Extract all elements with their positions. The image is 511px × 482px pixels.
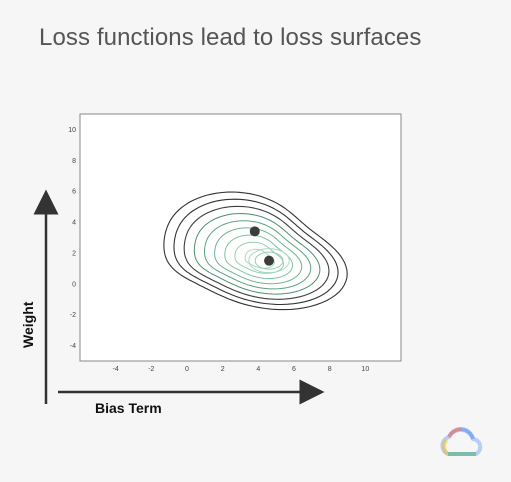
y-tick-label: 8 [72,158,76,165]
y-tick-label: -2 [70,312,76,319]
y-tick-label: 0 [72,281,76,288]
minimum-point [249,226,260,237]
y-tick-label: 4 [72,220,76,227]
y-axis-label: Weight [20,301,36,348]
contour-line [173,198,339,306]
minima-points [249,226,275,266]
contour-line [234,241,285,274]
contour-line [183,205,330,300]
y-tick-label: 10 [68,127,76,134]
minimum-point [264,255,275,266]
contour-line [214,227,303,285]
y-tick-label: -4 [70,343,76,350]
x-tick-label: 2 [221,366,225,373]
contour-line [204,220,312,290]
x-tick-labels: -4 -2 0 2 4 6 8 10 [113,366,370,373]
contour-lines [163,191,348,311]
contour-line [193,212,321,295]
x-tick-label: -2 [148,366,154,373]
y-tick-labels: -4 -2 0 2 4 6 8 10 [68,127,76,350]
x-tick-label: -4 [113,366,119,373]
contour-line [163,191,348,311]
x-tick-label: 8 [328,366,332,373]
x-tick-label: 4 [256,366,260,373]
x-tick-label: 0 [185,366,189,373]
contour-line [248,248,290,274]
x-tick-label: 6 [292,366,296,373]
y-tick-label: 2 [72,250,76,257]
contour-line [224,234,294,279]
slide-title: Loss functions lead to loss surfaces [39,24,422,51]
x-axis-label: Bias Term [95,400,162,416]
contour-line [254,251,284,270]
plot-frame [79,113,402,362]
y-tick-label: 6 [72,189,76,196]
contour-line [244,248,275,269]
google-cloud-icon [438,424,486,465]
x-tick-label: 10 [361,366,369,373]
